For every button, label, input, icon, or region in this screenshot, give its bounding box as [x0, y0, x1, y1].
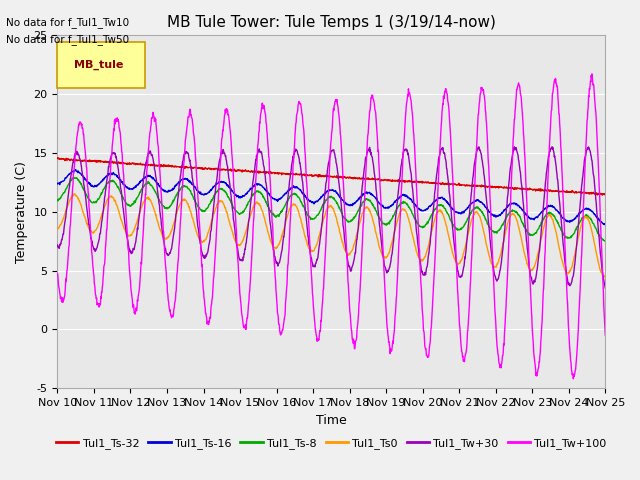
X-axis label: Time: Time — [316, 414, 347, 427]
FancyBboxPatch shape — [58, 42, 145, 88]
Title: MB Tule Tower: Tule Temps 1 (3/19/14-now): MB Tule Tower: Tule Temps 1 (3/19/14-now… — [167, 15, 496, 30]
Legend: Tul1_Ts-32, Tul1_Ts-16, Tul1_Ts-8, Tul1_Ts0, Tul1_Tw+30, Tul1_Tw+100: Tul1_Ts-32, Tul1_Ts-16, Tul1_Ts-8, Tul1_… — [52, 433, 611, 454]
Text: MB_tule: MB_tule — [74, 60, 123, 71]
Text: No data for f_Tul1_Tw10: No data for f_Tul1_Tw10 — [6, 17, 129, 28]
Y-axis label: Temperature (C): Temperature (C) — [15, 161, 28, 263]
Text: No data for f_Tul1_Tw50: No data for f_Tul1_Tw50 — [6, 34, 129, 45]
